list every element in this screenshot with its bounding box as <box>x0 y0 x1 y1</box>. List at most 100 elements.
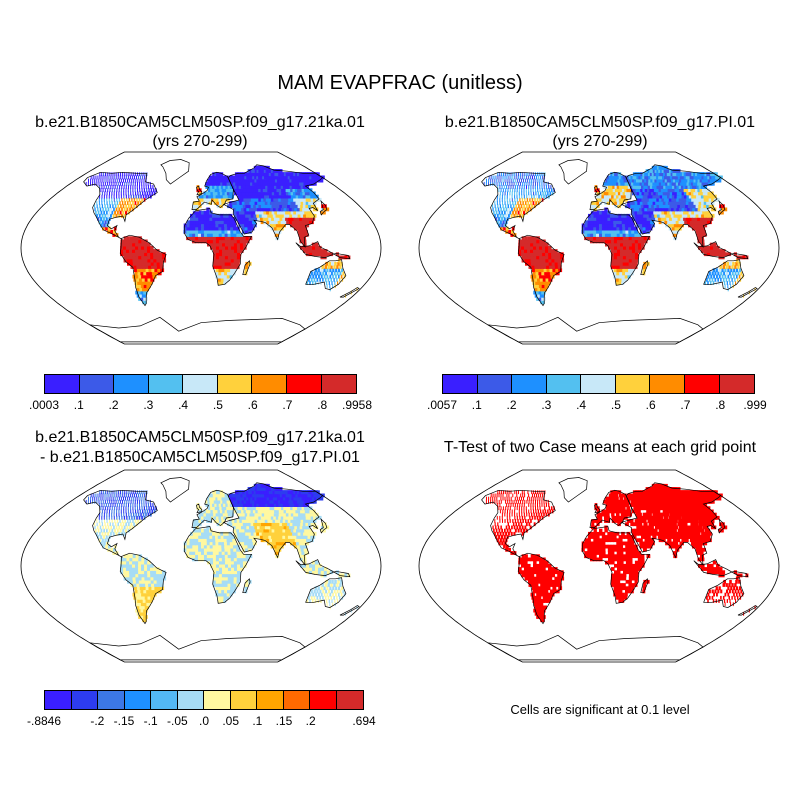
map-border <box>20 151 382 345</box>
colorbar-swatch <box>45 375 80 393</box>
grid-cells <box>485 483 756 623</box>
colorbar-swatch <box>477 375 513 393</box>
coastline-northAmerica <box>481 489 556 558</box>
colorbar-swatch <box>45 691 72 709</box>
coastline-asia <box>222 482 324 567</box>
colorbar-swatch <box>177 691 204 709</box>
colorbar-tick-label: .8 <box>317 398 328 412</box>
coastline-africa <box>581 208 651 286</box>
coastline-uk <box>594 185 601 196</box>
coastline-nz <box>737 287 758 298</box>
figure-title: MAM EVAPFRAC (unitless) <box>277 72 523 94</box>
colorbar-swatch <box>252 375 287 393</box>
map-border <box>20 469 382 663</box>
colorbar-case2-boxes <box>442 374 755 394</box>
coastline-africa <box>183 526 253 604</box>
colorbar-swatch <box>114 375 149 393</box>
colorbar-tick-label: .2 <box>506 398 517 412</box>
coastline-uk <box>196 503 203 514</box>
colorbar-tick-label: .5 <box>212 398 223 412</box>
colorbar-swatch <box>79 375 115 393</box>
colorbar-tick-label: .0057 <box>426 398 458 412</box>
panel3-title-line1: b.e21.B1850CAM5CLM50SP.f09_g17.21ka.01 <box>35 429 365 446</box>
colorbar-swatch <box>684 375 720 393</box>
coastline-australia <box>703 577 745 608</box>
colorbar-tick-label: -.8846 <box>26 714 62 728</box>
colorbar-tick-label: .7 <box>680 398 691 412</box>
coastline-northAmerica <box>83 489 158 558</box>
colorbar-swatch <box>581 375 616 393</box>
coastline-europe <box>589 489 632 528</box>
colorbar-tick-label: -.1 <box>143 714 158 728</box>
coastline-indonesia <box>295 559 351 578</box>
panel3-title-line2: - b.e21.B1850CAM5CLM50SP.f09_g17.PI.01 <box>40 449 360 466</box>
map-panel-preindustrial <box>418 151 780 345</box>
coastline-madagascar <box>242 578 251 594</box>
colorbar-tick-label: -.2 <box>90 714 105 728</box>
coastline-indonesia <box>693 559 749 578</box>
coastline-greenland <box>160 477 190 503</box>
colorbar-tick-label: .6 <box>247 398 258 412</box>
panel4-title: T-Test of two Case means at each grid po… <box>443 439 757 456</box>
coastline-madagascar <box>640 578 649 594</box>
map-panel-glacial <box>20 151 382 345</box>
colorbar-tick-label: .7 <box>282 398 293 412</box>
coastline-southAmerica <box>119 234 167 307</box>
coastline-australia <box>305 259 347 290</box>
coastline-greenland <box>558 159 588 185</box>
coastline-japan <box>717 199 726 216</box>
colorbar-swatch <box>257 691 284 709</box>
colorbar-case1: .0003 .1 .2 .3 .4 .5 .6 .7 .8 .9958 <box>29 374 372 414</box>
panel2-title-line2: (yrs 270-299) <box>552 133 648 150</box>
coastline-nz <box>737 605 758 616</box>
coastline-southAmerica <box>119 552 167 625</box>
coastline-southAmerica <box>517 234 565 307</box>
colorbar-tick-label: .6 <box>645 398 656 412</box>
colorbar-tick-label: .694 <box>352 714 376 728</box>
coastline-europe <box>191 171 234 210</box>
colorbar-tick-label: .3 <box>541 398 552 412</box>
colorbar-tick-label: .3 <box>143 398 154 412</box>
colorbar-tick-label: .8 <box>715 398 726 412</box>
colorbar-tick-label: -.05 <box>166 714 188 728</box>
colorbar-swatch <box>650 375 685 393</box>
coastline-asia <box>620 164 722 249</box>
grid-cells <box>85 165 358 305</box>
coastline-uk <box>594 503 601 514</box>
colorbar-swatch <box>71 691 98 709</box>
coastline-nz <box>339 287 360 298</box>
coastline-asia <box>222 164 324 249</box>
coastline-indonesia <box>295 241 351 260</box>
colorbar-tick-label: .2 <box>108 398 119 412</box>
map-panel-difference <box>20 469 382 663</box>
colorbar-swatch <box>512 375 547 393</box>
coastline-northAmerica <box>83 171 158 240</box>
colorbar-swatch <box>151 691 178 709</box>
colorbar-swatch <box>204 691 231 709</box>
coastline-japan <box>319 517 328 534</box>
map-border <box>418 469 780 663</box>
panel2-title-line1: b.e21.B1850CAM5CLM50SP.f09_g17.PI.01 <box>444 114 756 131</box>
colorbar-tick-label: .05 <box>222 714 239 728</box>
colorbar-swatch <box>283 691 310 709</box>
panel1-title-line1: b.e21.B1850CAM5CLM50SP.f09_g17.21ka.01 <box>35 114 365 131</box>
coastline-japan <box>319 199 328 216</box>
coastline-uk <box>196 185 203 196</box>
coastline-madagascar <box>242 260 251 276</box>
colorbar-tick-label: .4 <box>576 398 587 412</box>
colorbar-case1-boxes <box>44 374 357 394</box>
colorbar-difference-boxes <box>44 690 364 710</box>
map-border <box>418 151 780 345</box>
colorbar-tick-label: .0 <box>198 714 210 728</box>
colorbar-tick-label: .4 <box>178 398 189 412</box>
coastline-australia <box>703 259 745 290</box>
coastline-nz <box>339 605 360 616</box>
significance-note: Cells are significant at 0.1 level <box>510 702 690 717</box>
colorbar-tick-label: .5 <box>610 398 621 412</box>
colorbar-swatch <box>310 691 337 709</box>
colorbar-tick-label: .15 <box>275 714 293 728</box>
coastline-greenland <box>558 477 588 503</box>
colorbar-tick-label: .1 <box>252 714 263 728</box>
colorbar-swatch <box>217 375 253 393</box>
colorbar-tick-label: -.15 <box>113 714 135 728</box>
